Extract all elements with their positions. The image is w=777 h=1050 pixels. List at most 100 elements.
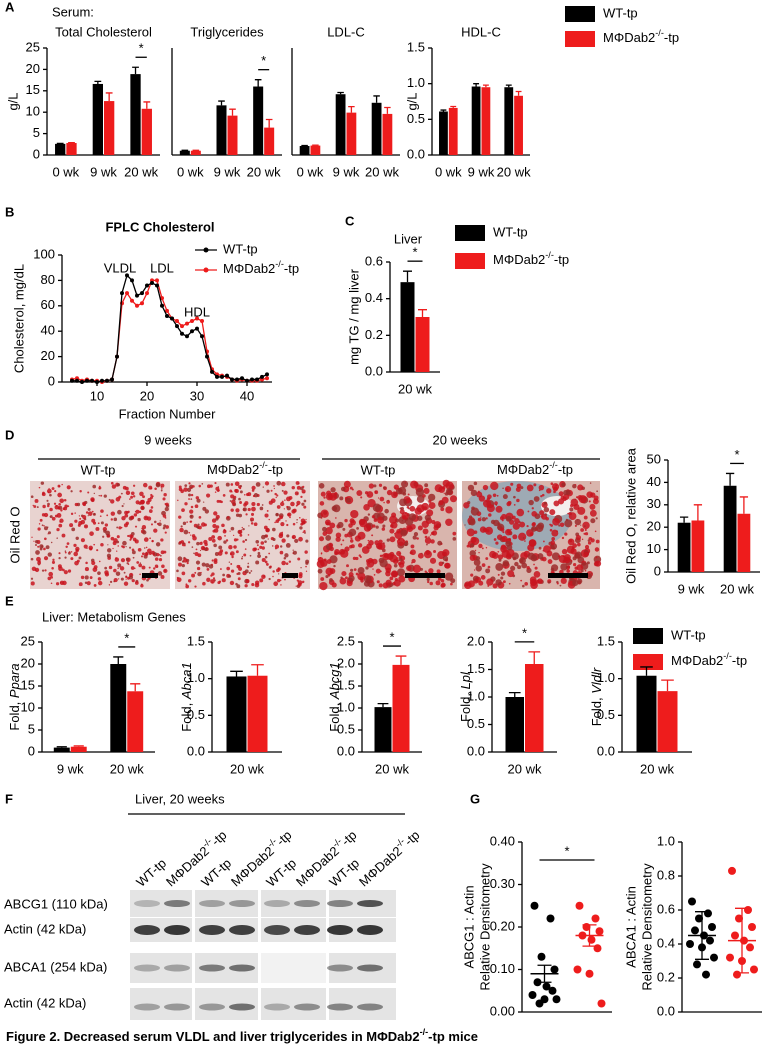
lipid-droplet bbox=[129, 498, 131, 500]
lipid-droplet bbox=[47, 552, 52, 557]
blot-band bbox=[264, 1003, 290, 1011]
lipid-droplet bbox=[229, 489, 233, 493]
lipid-droplet bbox=[546, 550, 553, 557]
lipid-droplet bbox=[274, 544, 280, 549]
lipid-droplet bbox=[330, 487, 336, 493]
lipid-droplet bbox=[584, 528, 587, 532]
point bbox=[110, 377, 114, 382]
lipid-droplet bbox=[430, 539, 435, 544]
lipid-droplet bbox=[162, 526, 166, 530]
error-bar bbox=[254, 79, 262, 87]
lipid-droplet bbox=[140, 584, 144, 588]
lipid-droplet bbox=[130, 491, 135, 496]
lipid-droplet bbox=[335, 532, 342, 538]
lipid-droplet bbox=[407, 493, 410, 496]
lipid-droplet bbox=[302, 580, 305, 584]
point bbox=[728, 866, 736, 875]
lipid-droplet bbox=[357, 543, 363, 548]
lipid-droplet bbox=[190, 493, 194, 497]
point bbox=[585, 969, 594, 978]
error-bar bbox=[528, 651, 541, 664]
lipid-droplet bbox=[419, 567, 424, 571]
point bbox=[706, 936, 714, 945]
y-axis-label: Fold, Ppara bbox=[7, 663, 22, 730]
lipid-droplet bbox=[272, 537, 276, 542]
row-label: ABCG1 (110 kDa) bbox=[4, 896, 108, 911]
lipid-droplet bbox=[411, 562, 413, 564]
point bbox=[70, 378, 74, 383]
point bbox=[130, 298, 134, 303]
lipid-droplet bbox=[379, 554, 383, 558]
lipid-droplet bbox=[37, 545, 40, 548]
lipid-droplet bbox=[473, 530, 478, 535]
lipid-droplet bbox=[279, 545, 283, 548]
lipid-droplet bbox=[129, 534, 133, 538]
lipid-droplet bbox=[43, 547, 46, 551]
lipid-droplet bbox=[248, 571, 251, 574]
lipid-droplet bbox=[66, 542, 70, 545]
lipid-droplet bbox=[413, 531, 419, 537]
lipid-droplet bbox=[426, 543, 428, 546]
text-run: -tp bbox=[268, 462, 283, 477]
lipid-droplet bbox=[304, 550, 308, 554]
lipid-droplet bbox=[497, 573, 500, 576]
lipid-droplet bbox=[564, 532, 568, 536]
lipid-droplet bbox=[188, 498, 190, 500]
lipid-droplet bbox=[230, 563, 233, 565]
lipid-droplet bbox=[259, 545, 263, 549]
lipid-droplet bbox=[494, 501, 498, 505]
lipid-droplet bbox=[305, 565, 307, 568]
lipid-droplet bbox=[74, 560, 79, 566]
lipid-droplet bbox=[87, 507, 91, 511]
lipid-droplet bbox=[497, 554, 504, 560]
lipid-droplet bbox=[416, 495, 425, 503]
legend-swatch bbox=[633, 654, 663, 670]
lipid-droplet bbox=[115, 557, 117, 559]
lipid-droplet bbox=[160, 489, 163, 492]
lipid-droplet bbox=[89, 531, 94, 536]
lipid-droplet bbox=[57, 492, 63, 498]
error-bar bbox=[582, 924, 597, 947]
lipid-droplet bbox=[355, 556, 359, 561]
point bbox=[537, 952, 546, 961]
lipid-droplet bbox=[541, 493, 545, 497]
point bbox=[95, 380, 99, 384]
lipid-droplet bbox=[49, 507, 53, 512]
lipid-droplet bbox=[273, 487, 275, 490]
lipid-droplet bbox=[71, 527, 76, 532]
lipid-droplet bbox=[143, 482, 148, 488]
lipid-droplet bbox=[318, 483, 325, 489]
bar bbox=[525, 664, 544, 752]
lipid-droplet bbox=[543, 504, 545, 506]
lipid-droplet bbox=[233, 545, 237, 549]
point bbox=[731, 931, 739, 940]
lipid-droplet bbox=[259, 578, 264, 583]
lipid-droplet bbox=[87, 491, 90, 494]
lipid-droplet bbox=[396, 568, 406, 577]
lipid-droplet bbox=[188, 482, 191, 485]
lipid-droplet bbox=[505, 528, 512, 536]
point bbox=[260, 374, 264, 379]
lipid-droplet bbox=[329, 546, 334, 552]
lipid-droplet bbox=[444, 572, 454, 581]
lipid-droplet bbox=[559, 584, 562, 587]
lipid-droplet bbox=[268, 552, 271, 555]
lipid-droplet bbox=[132, 556, 135, 559]
lipid-droplet bbox=[120, 577, 124, 581]
lipid-droplet bbox=[467, 484, 475, 492]
lipid-droplet bbox=[165, 525, 169, 529]
lipid-droplet bbox=[225, 539, 229, 542]
lipid-droplet bbox=[527, 510, 530, 513]
text-run: Fold, bbox=[327, 699, 342, 732]
point bbox=[542, 982, 551, 991]
error-bar bbox=[508, 691, 521, 697]
lipid-droplet bbox=[116, 483, 121, 487]
y-tick-label: 0.0 bbox=[597, 743, 615, 758]
text-run: -tp bbox=[554, 252, 569, 267]
point bbox=[175, 324, 179, 329]
lipid-droplet bbox=[276, 494, 279, 497]
lipid-droplet bbox=[279, 515, 284, 520]
lipid-droplet bbox=[192, 535, 197, 541]
lipid-droplet bbox=[390, 570, 399, 578]
lipid-droplet bbox=[411, 558, 416, 564]
